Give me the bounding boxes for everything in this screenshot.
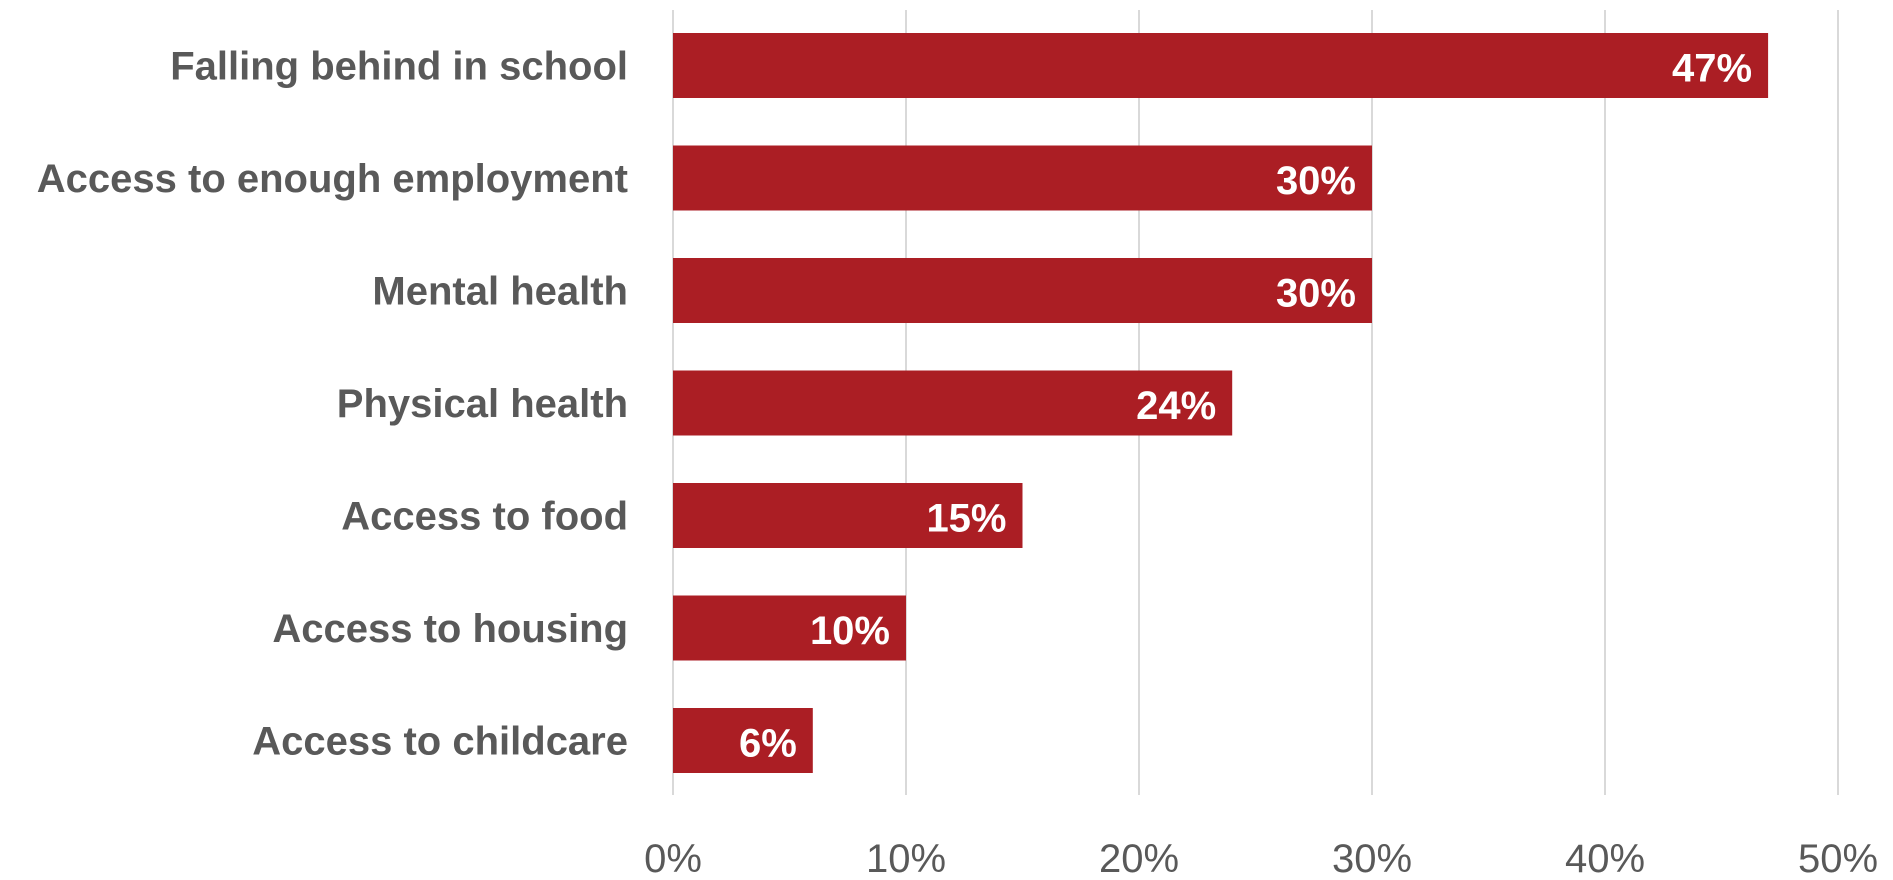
data-label: 47% — [1672, 47, 1752, 91]
category-label: Access to childcare — [252, 720, 628, 764]
data-label: 6% — [739, 722, 797, 766]
category-label: Falling behind in school — [170, 45, 628, 89]
bar — [673, 145, 1372, 211]
data-label: 24% — [1136, 384, 1216, 428]
x-tick-label: 40% — [1565, 837, 1645, 875]
category-label: Access to food — [341, 495, 628, 539]
bar — [673, 708, 813, 773]
x-tick-label: 0% — [644, 837, 702, 875]
bar — [673, 595, 906, 661]
x-tick-label: 50% — [1798, 837, 1878, 875]
category-label: Mental health — [372, 270, 628, 314]
x-tick-label: 20% — [1099, 837, 1179, 875]
category-labels: Falling behind in school Access to enough… — [37, 45, 628, 764]
bar — [673, 33, 1769, 98]
bars — [673, 33, 1769, 773]
x-tick-label: 10% — [866, 837, 946, 875]
x-axis-tick-labels: 0% 10% 20% 30% 40% 50% — [644, 837, 1878, 880]
data-labels: 47% 30% 30% 24% 15% 10% 6% — [739, 47, 1752, 766]
bar — [673, 258, 1372, 323]
data-label: 30% — [1276, 272, 1356, 316]
x-tick-label: 30% — [1332, 837, 1412, 875]
data-label: 15% — [926, 497, 1006, 541]
category-label: Access to enough employment — [37, 157, 628, 201]
category-label: Access to housing — [272, 607, 628, 651]
data-label: 30% — [1276, 159, 1356, 203]
bar — [673, 370, 1233, 436]
bar — [673, 483, 1023, 548]
category-label: Physical health — [337, 382, 628, 426]
data-label: 10% — [810, 609, 890, 653]
